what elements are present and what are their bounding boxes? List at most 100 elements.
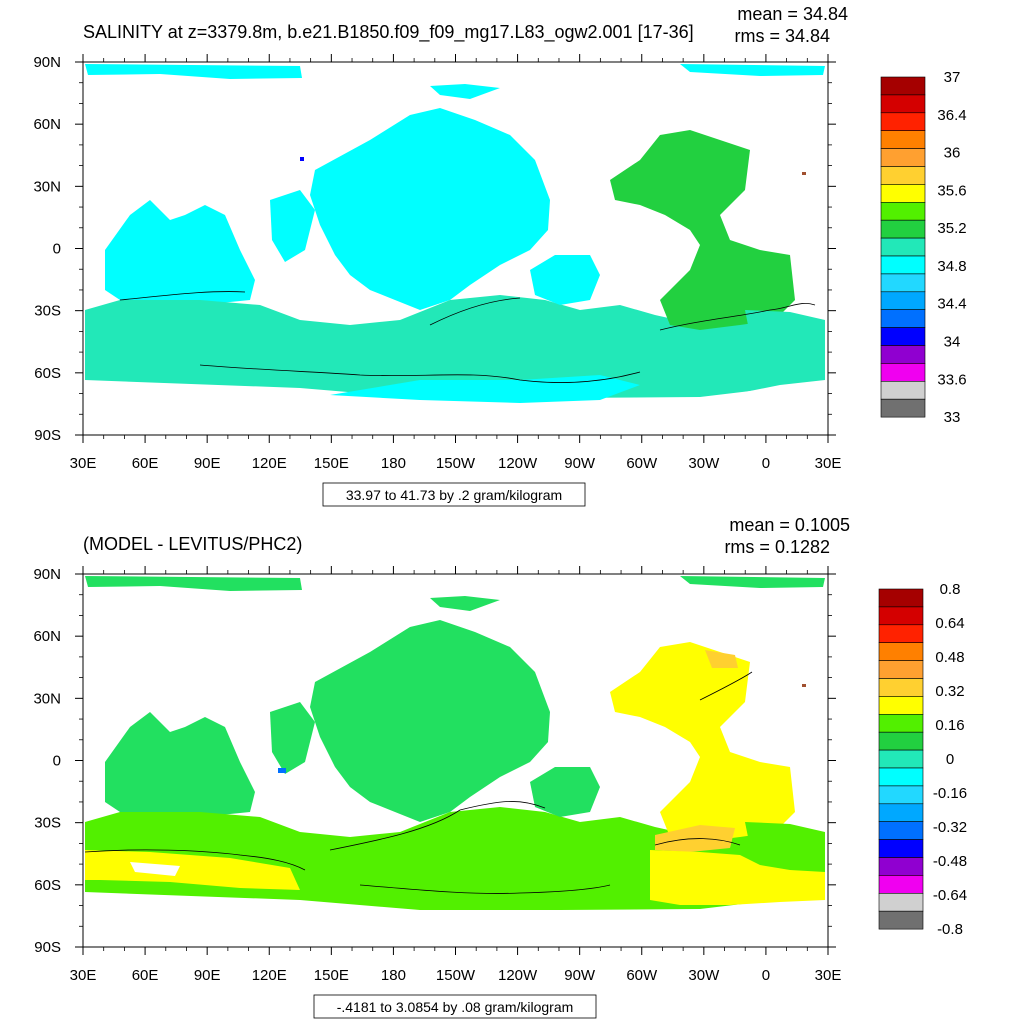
contour-line [84, 849, 306, 871]
land-region [130, 862, 180, 876]
x-tick-label: 60E [132, 455, 159, 472]
colorbar [880, 76, 926, 418]
x-tick-label: 120E [252, 967, 287, 984]
y-axis-labels: 90N 60N 30N 0 30S 60S 90S [33, 566, 61, 956]
x-tick-label: 90E [194, 455, 221, 472]
colorbar-label: 34 [944, 334, 961, 351]
x-tick-label: 60W [626, 455, 658, 472]
colorbar-swatch [880, 112, 926, 132]
y-tick-label: 30S [34, 303, 61, 320]
colorbar-swatch [880, 273, 926, 293]
colorbar-labels: 37 36.4 36 35.6 35.2 34.8 34.4 34 33.6 33 [937, 69, 966, 426]
colorbar [878, 588, 924, 930]
rms-label: rms = 0.1282 [724, 537, 830, 557]
colorbar-swatch [878, 857, 924, 876]
colorbar-swatch [878, 839, 924, 858]
contour-line [699, 671, 753, 701]
x-tick-label: 150W [436, 455, 476, 472]
colorbar-label: 0.32 [935, 683, 964, 700]
panel-salinity: SALINITY at z=3379.8m, b.e21.B1850.f09_f… [33, 4, 967, 507]
info-box [313, 994, 597, 1019]
colorbar-swatch [878, 749, 924, 769]
colorbar-label: 0 [946, 751, 954, 768]
x-tick-label: 30E [815, 967, 842, 984]
map-field [84, 576, 825, 947]
ocean-region [85, 64, 302, 79]
colorbar-swatch [878, 910, 924, 930]
ocean-region [705, 650, 738, 668]
colorbar-swatch [878, 875, 924, 894]
y-tick-label: 60N [33, 628, 61, 645]
mean-label: mean = 0.1005 [729, 515, 850, 535]
chart-title: SALINITY at z=3379.8m, b.e21.B1850.f09_f… [83, 22, 694, 43]
ocean-region [610, 130, 795, 330]
ocean-region [745, 310, 825, 345]
info-label: -.4181 to 3.0854 by .08 gram/kilogram [337, 999, 574, 1015]
colorbar-swatch [878, 642, 924, 661]
data-cell [802, 172, 806, 175]
y-tick-label: 90N [33, 566, 61, 583]
y-tick-label: 30S [34, 815, 61, 832]
colorbar-label: -0.16 [933, 785, 967, 802]
colorbar-label: 35.6 [937, 182, 966, 199]
x-tick-label: 0 [762, 455, 770, 472]
contour-line [659, 302, 816, 331]
x-tick-label: 120W [498, 455, 538, 472]
colorbar-swatch [880, 94, 926, 114]
info-box [322, 482, 586, 507]
colorbar-swatch [878, 606, 924, 626]
colorbar-swatch [878, 678, 924, 697]
colorbar-swatch [878, 588, 924, 608]
colorbar-label: 36.4 [937, 107, 966, 124]
colorbar-swatch [880, 309, 926, 328]
colorbar-label: 33 [944, 409, 961, 426]
ocean-region [85, 295, 825, 402]
x-axis-labels: 30E 60E 90E 120E 150E 180 150W 120W 90W 60W 30W 0 30… [70, 455, 842, 472]
x-tick-label: 120W [498, 967, 538, 984]
colorbar-swatch [878, 767, 924, 787]
colorbar-label: 36 [944, 145, 961, 162]
colorbar-swatch [878, 731, 924, 751]
colorbar-swatch [880, 291, 926, 310]
x-tick-label: 30E [70, 455, 97, 472]
colorbar-swatch [878, 892, 924, 912]
colorbar-label: 0.16 [935, 717, 964, 734]
x-tick-label: 180 [381, 455, 406, 472]
colorbar-swatch [880, 398, 926, 418]
data-cell [300, 157, 304, 161]
colorbar-label: 34.4 [937, 296, 966, 313]
y-tick-label: 90S [34, 427, 61, 444]
contour-line [654, 838, 741, 846]
colorbar-swatch [878, 803, 924, 822]
land-region [85, 892, 825, 947]
y-tick-label: 30N [33, 690, 61, 707]
ocean-region [680, 64, 825, 76]
colorbar-swatch [880, 237, 926, 257]
ocean-region [330, 375, 640, 403]
colorbar-swatch [880, 255, 926, 275]
x-tick-label: 150E [314, 455, 349, 472]
y-tick-label: 60S [34, 365, 61, 382]
x-tick-label: 150E [314, 967, 349, 984]
ocean-region [680, 576, 825, 588]
y-tick-label: 0 [53, 753, 61, 770]
colorbar-swatch [878, 660, 924, 679]
contour-line [119, 291, 246, 301]
ocean-region [105, 712, 255, 817]
y-tick-label: 0 [53, 241, 61, 258]
ocean-region [650, 850, 825, 905]
ocean-region [310, 108, 550, 310]
colorbar-label: 33.6 [937, 371, 966, 388]
ocean-region [85, 576, 302, 591]
colorbar-label: -0.64 [933, 887, 967, 904]
colorbar-swatch [878, 821, 924, 840]
colorbar-swatch [878, 713, 924, 733]
y-axis-labels: 90N 60N 30N 0 30S 60S 90S [33, 54, 61, 444]
map-field [85, 64, 825, 435]
contour-line [429, 297, 521, 326]
colorbar-swatch [880, 380, 926, 400]
colorbar-swatch [880, 345, 926, 364]
colorbar-swatch [880, 166, 926, 185]
info-label: 33.97 to 41.73 by .2 gram/kilogram [346, 487, 562, 503]
